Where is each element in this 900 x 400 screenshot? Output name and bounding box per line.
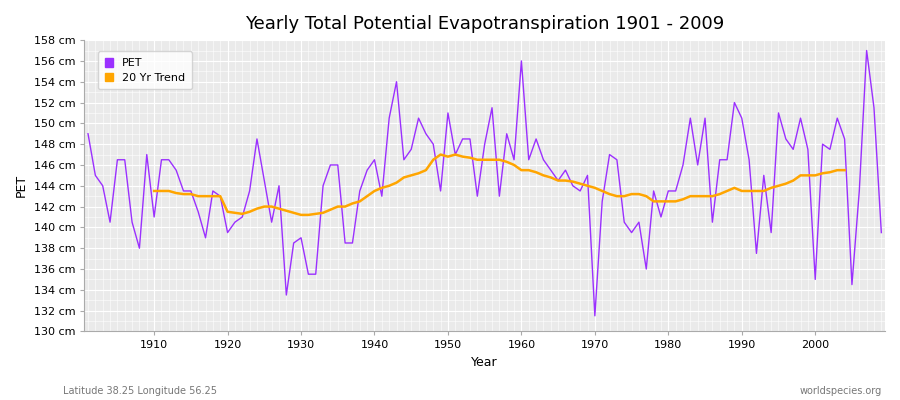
X-axis label: Year: Year bbox=[472, 356, 498, 369]
Y-axis label: PET: PET bbox=[15, 174, 28, 197]
Text: Latitude 38.25 Longitude 56.25: Latitude 38.25 Longitude 56.25 bbox=[63, 386, 217, 396]
Text: worldspecies.org: worldspecies.org bbox=[800, 386, 882, 396]
Title: Yearly Total Potential Evapotranspiration 1901 - 2009: Yearly Total Potential Evapotranspiratio… bbox=[245, 15, 724, 33]
Legend: PET, 20 Yr Trend: PET, 20 Yr Trend bbox=[98, 52, 192, 90]
